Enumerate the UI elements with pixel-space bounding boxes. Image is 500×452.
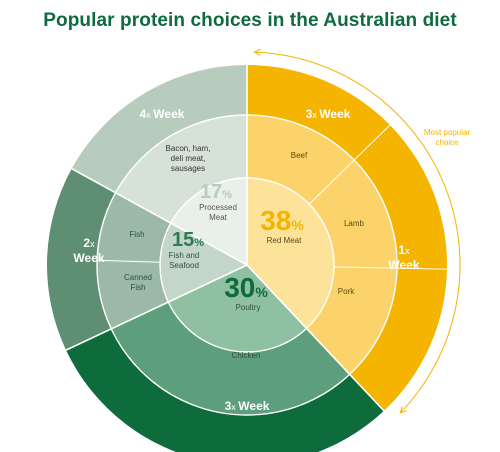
middle-ring-red-meat xyxy=(247,115,398,375)
percent-label-processed-meat: 17% xyxy=(200,181,232,203)
annotation-text-2: choice xyxy=(435,138,459,147)
category-divider xyxy=(65,264,248,351)
frequency-label-red-meat-unit: Week xyxy=(388,258,419,272)
category-label-red-meat: Red Meat xyxy=(267,236,302,245)
subtype-label-fish: Fish xyxy=(129,230,144,239)
outer-ring-fish-and-seafood xyxy=(46,168,116,351)
annotation-arc xyxy=(254,51,461,414)
frequency-label-fish-and-seafood-unit: Week xyxy=(73,251,104,265)
category-label-poultry: Poultry xyxy=(236,303,261,312)
category-label-fish-and-seafood: Fish and xyxy=(169,251,200,260)
frequency-label-poultry: 3x Week xyxy=(225,399,270,413)
subtype-label-processed: Bacon, ham, xyxy=(166,144,211,153)
middle-ring-processed-meat xyxy=(115,115,247,224)
ring-outline xyxy=(96,114,398,416)
frequency-label-red-meat: 1x xyxy=(398,243,410,257)
outer-ring-poultry xyxy=(66,328,384,452)
category-divider xyxy=(246,264,385,412)
subtype-label-lamb: Lamb xyxy=(344,219,365,228)
pie-slice-poultry xyxy=(168,265,307,353)
category-label-fish-and-seafood-2: Seafood xyxy=(169,261,199,270)
subtype-label-processed: deli meat, xyxy=(171,154,206,163)
annotation-arrowhead xyxy=(399,406,407,414)
pie-slice-red-meat xyxy=(247,178,334,329)
category-label-processed-meat-2: Meat xyxy=(209,213,228,222)
subtype-label-pork: Pork xyxy=(338,287,355,296)
percent-label-poultry: 30% xyxy=(224,272,268,303)
subtype-label-beef: Beef xyxy=(291,151,308,160)
subtype-divider xyxy=(97,259,161,263)
chart-title: Popular protein choices in the Australia… xyxy=(43,10,457,31)
frequency-label-fish-and-seafood: 2x xyxy=(83,236,95,250)
subtype-label-canned-fish-2: Fish xyxy=(130,283,145,292)
percent-label-fish-and-seafood: 15% xyxy=(172,229,204,251)
category-divider xyxy=(71,167,248,266)
outer-ring-red-meat xyxy=(247,65,448,411)
category-label-processed-meat: Processed xyxy=(199,203,237,212)
subtype-divider xyxy=(333,266,447,270)
middle-ring-poultry xyxy=(111,302,350,416)
annotation-text: Most popular xyxy=(424,128,471,137)
annotation-arrowhead xyxy=(253,48,261,56)
pie-slice-fish-and-seafood xyxy=(160,223,247,303)
subtype-divider xyxy=(308,124,391,205)
subtype-label-chicken: Chicken xyxy=(232,351,261,360)
frequency-label-red-meat-top: 3x Week xyxy=(306,107,351,121)
subtype-label-canned-fish: Canned xyxy=(124,273,152,282)
middle-ring-fish-and-seafood xyxy=(97,192,171,329)
ring-outline xyxy=(159,177,335,353)
percent-label-red-meat: 38% xyxy=(260,205,304,236)
subtype-label-processed: sausages xyxy=(171,164,205,173)
outer-ring-processed-meat xyxy=(71,65,247,193)
frequency-label-processed-meat: 4x Week xyxy=(140,107,185,121)
